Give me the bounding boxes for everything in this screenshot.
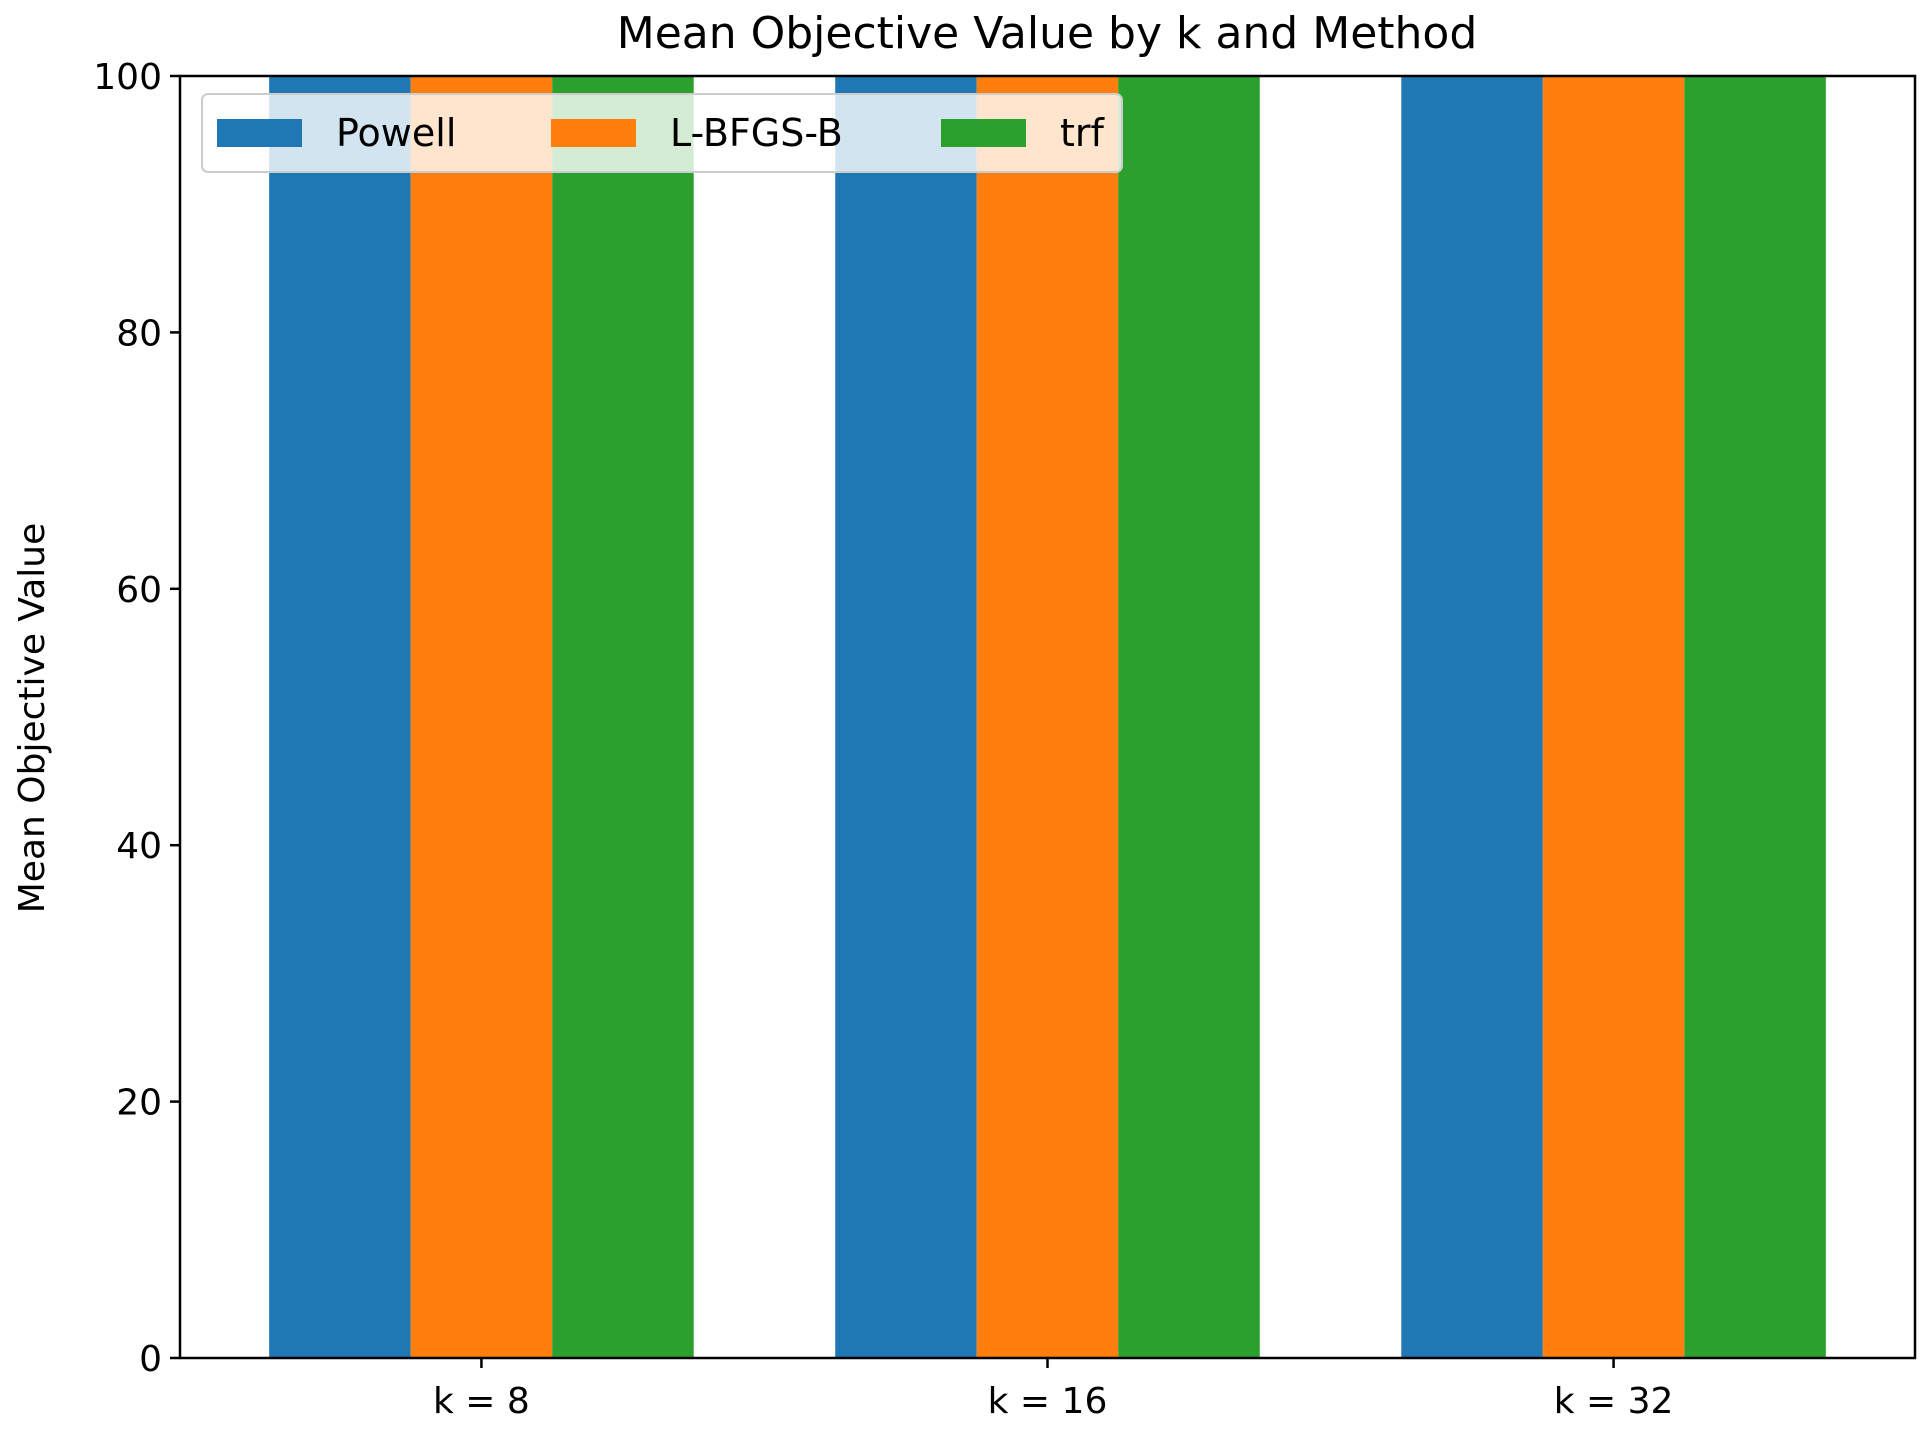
bars-group [269,76,1826,1358]
legend-swatch-powell [217,119,302,147]
y-tick-label: 60 [116,570,162,611]
y-axis-label: Mean Objective Value [12,523,53,914]
y-tick-label: 20 [116,1083,162,1124]
y-axis: 0 20 40 60 80 100 [93,57,180,1380]
x-tick-label: k = 8 [433,1381,530,1422]
bar-l-bfgs-b-3 [1542,76,1685,1358]
bar-trf-2 [1118,76,1260,1358]
bar-trf-3 [1684,76,1826,1358]
legend-label: Powell [336,111,456,155]
y-tick-label: 100 [93,57,162,98]
legend-label: L-BFGS-B [670,111,843,155]
y-tick-label: 40 [116,826,162,867]
bar-powell-3 [1401,76,1543,1358]
legend-swatch-trf [941,119,1026,147]
bar-l-bfgs-b-2 [976,76,1119,1358]
legend-label: trf [1060,111,1106,155]
legend-swatch-l-bfgs-b [551,119,636,147]
chart-title: Mean Objective Value by k and Method [617,8,1478,59]
bar-powell-1 [269,76,411,1358]
x-tick-label: k = 32 [1554,1381,1674,1422]
legend-box [201,93,1123,173]
bar-trf-1 [552,76,694,1358]
x-axis: k = 8 k = 16 k = 32 [433,1358,1673,1422]
y-tick-label: 80 [116,313,162,354]
bar-l-bfgs-b-1 [410,76,553,1358]
legend: Powell L-BFGS-B trf [201,93,1123,173]
bar-powell-2 [835,76,977,1358]
y-tick-label: 0 [139,1339,162,1380]
x-tick-label: k = 16 [988,1381,1108,1422]
